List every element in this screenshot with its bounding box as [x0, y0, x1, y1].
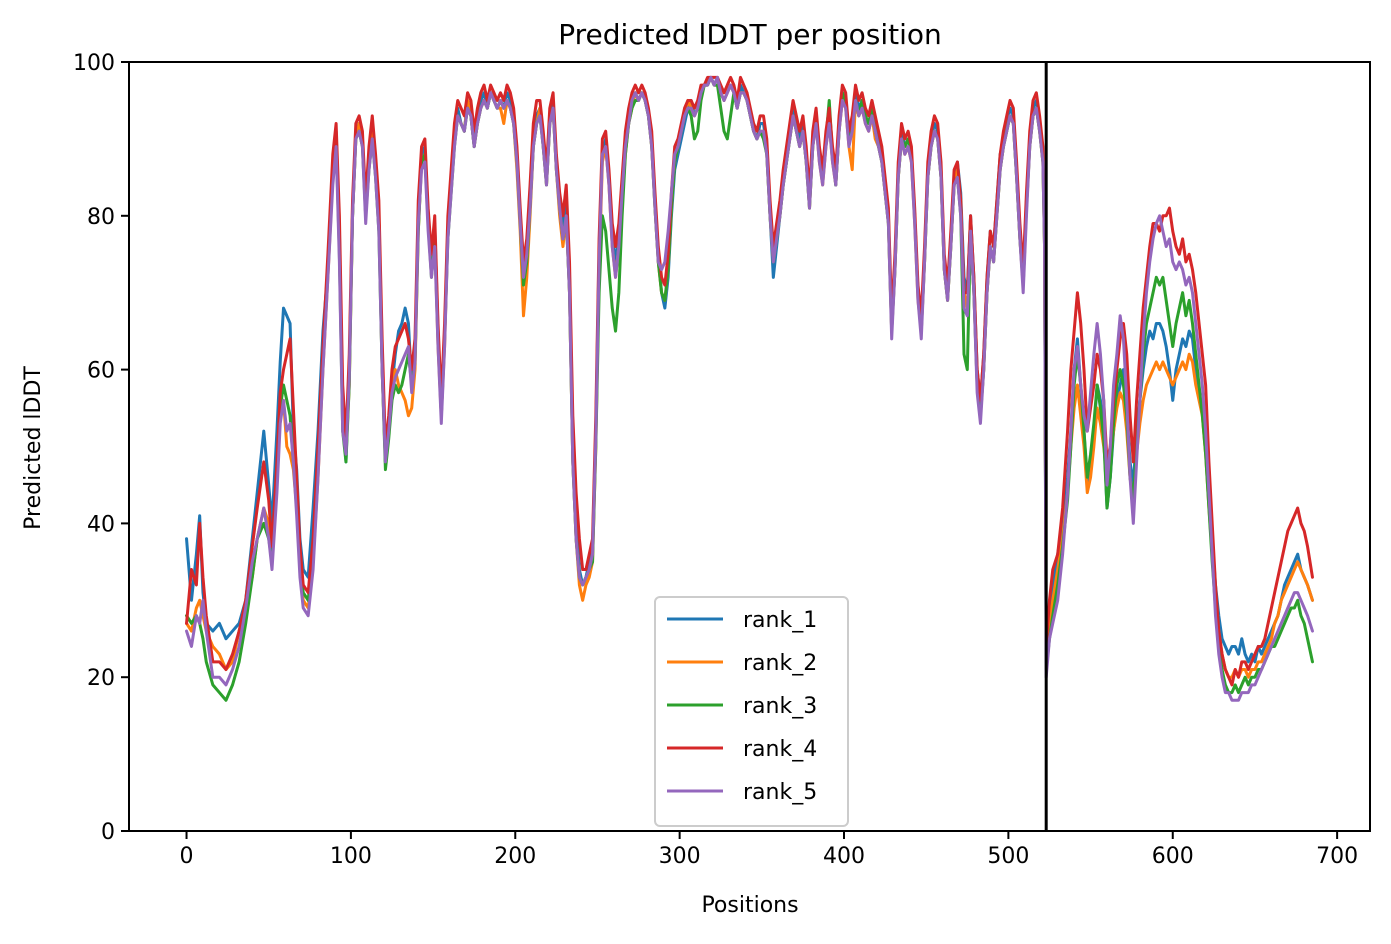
legend-label-rank_4: rank_4 — [743, 737, 817, 762]
legend-label-rank_3: rank_3 — [743, 694, 817, 719]
x-tick-label: 700 — [1316, 844, 1358, 869]
series-line-rank_5 — [185, 75, 1314, 702]
legend-label-rank_1: rank_1 — [743, 608, 817, 633]
x-axis-label: Positions — [701, 893, 798, 918]
y-tick-label: 80 — [87, 205, 115, 230]
x-tick-label: 500 — [987, 844, 1029, 869]
legend: rank_1 rank_2 rank_3 rank_4 rank_5 — [654, 596, 849, 827]
y-tick-label: 60 — [87, 359, 115, 384]
x-tick-label: 300 — [659, 844, 701, 869]
y-tick-label: 100 — [73, 51, 115, 76]
x-tick-label: 100 — [330, 844, 372, 869]
series-group — [185, 75, 1314, 702]
axes-frame — [128, 61, 1371, 832]
y-tick-label: 40 — [87, 512, 115, 537]
legend-label-rank_5: rank_5 — [743, 780, 817, 805]
legend-label-rank_2: rank_2 — [743, 651, 817, 676]
legend-box — [654, 596, 849, 827]
x-tick-label: 600 — [1152, 844, 1194, 869]
x-tick-label: 0 — [180, 844, 194, 869]
plot-area: 0 100 200 300 400 500 600 700 0 20 40 60 80 100 — [73, 51, 1371, 869]
y-tick-label: 0 — [101, 820, 115, 845]
y-axis-label: Predicted lDDT — [21, 366, 46, 530]
chart-title: Predicted lDDT per position — [558, 18, 942, 51]
x-tick-label: 200 — [494, 844, 536, 869]
y-tick-label: 20 — [87, 666, 115, 691]
x-tick-label: 400 — [823, 844, 865, 869]
